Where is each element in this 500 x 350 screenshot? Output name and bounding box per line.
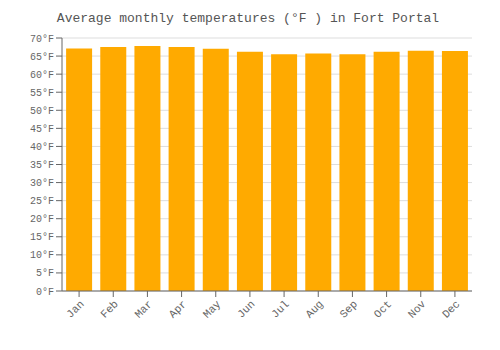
svg-text:20°F: 20°F <box>30 214 54 225</box>
svg-text:50°F: 50°F <box>30 106 54 117</box>
svg-text:35°F: 35°F <box>30 160 54 171</box>
svg-text:10°F: 10°F <box>30 250 54 261</box>
svg-text:15°F: 15°F <box>30 232 54 243</box>
svg-text:Dec: Dec <box>440 298 462 320</box>
svg-text:May: May <box>201 298 224 321</box>
html-text:Average monthly temperatures (: Average monthly temperatures (°F ) in Fo… <box>56 11 440 26</box>
svg-text:Jul: Jul <box>269 298 291 320</box>
svg-text:40°F: 40°F <box>30 142 54 153</box>
svg-text:Feb: Feb <box>98 298 120 320</box>
svg-text:45°F: 45°F <box>30 124 54 135</box>
svg-text:55°F: 55°F <box>30 88 54 99</box>
svg-text:Apr: Apr <box>167 298 189 320</box>
svg-text:70°F: 70°F <box>30 34 54 45</box>
svg-text:Aug: Aug <box>303 298 325 320</box>
svg-text:Jun: Jun <box>235 298 257 320</box>
svg-text:Sep: Sep <box>338 298 360 320</box>
svg-text:0°F: 0°F <box>36 287 54 298</box>
svg-text:Oct: Oct <box>372 298 394 320</box>
svg-text:Jan: Jan <box>64 298 86 320</box>
svg-text:5°F: 5°F <box>36 268 54 279</box>
svg-text:Mar: Mar <box>133 298 155 320</box>
svg-text:25°F: 25°F <box>30 196 54 207</box>
svg-text:Nov: Nov <box>406 298 429 321</box>
svg-text:65°F: 65°F <box>30 52 54 63</box>
svg-text:30°F: 30°F <box>30 178 54 189</box>
svg-text:60°F: 60°F <box>30 70 54 81</box>
